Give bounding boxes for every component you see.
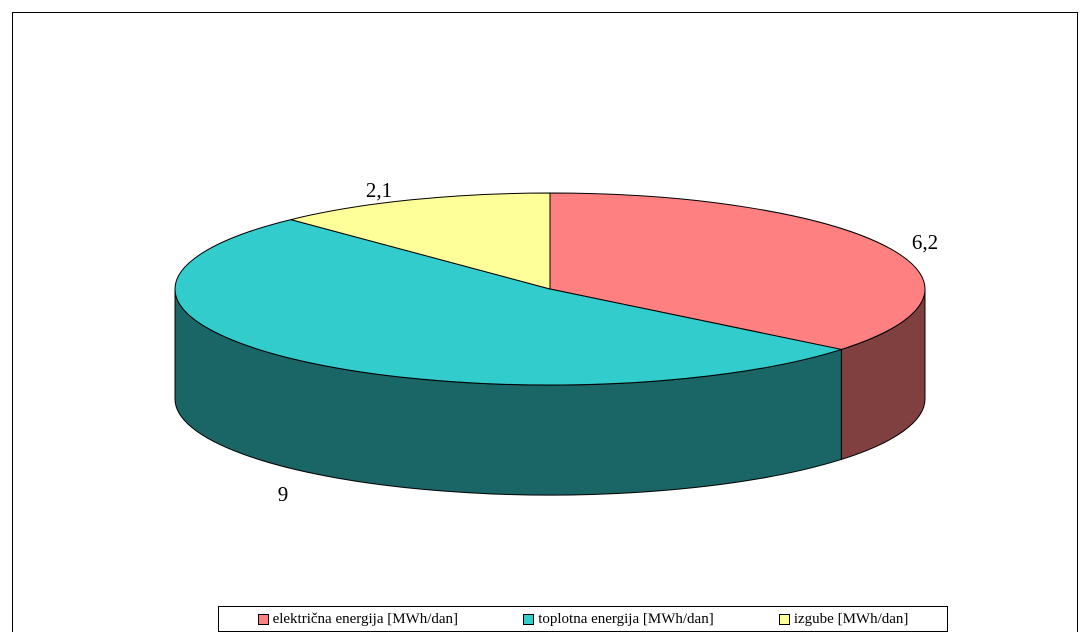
data-label-0: 6,2 [912, 230, 938, 254]
pie-slice-2 [290, 192, 551, 290]
legend-item-izgube: izgube [MWh/dan] [778, 610, 909, 628]
data-label-2: 2,1 [366, 178, 392, 202]
pie-slice-1 [174, 219, 844, 386]
data-label-1: 9 [278, 482, 289, 506]
legend-label-elektricna: električna energija [MWh/dan] [272, 610, 459, 627]
legend-item-toplotna: toplotna energija [MWh/dan] [523, 611, 714, 628]
chart-area: 6,2 9 2,1 električna energija [MWh/dan] to… [12, 12, 1078, 632]
legend-label-toplotna: toplotna energija [MWh/dan] [538, 610, 714, 627]
legend: električna energija [MWh/dan] toplotna e… [218, 606, 948, 632]
legend-swatch-elektricna [257, 613, 269, 625]
legend-swatch-izgube [778, 613, 790, 625]
legend-item-elektricna: električna energija [MWh/dan] [257, 610, 459, 628]
legend-swatch-toplotna [523, 613, 535, 625]
pie-slice-0 [549, 192, 926, 350]
pie-chart: 6,2 9 2,1 [174, 178, 938, 506]
legend-label-izgube: izgube [MWh/dan] [793, 610, 909, 627]
